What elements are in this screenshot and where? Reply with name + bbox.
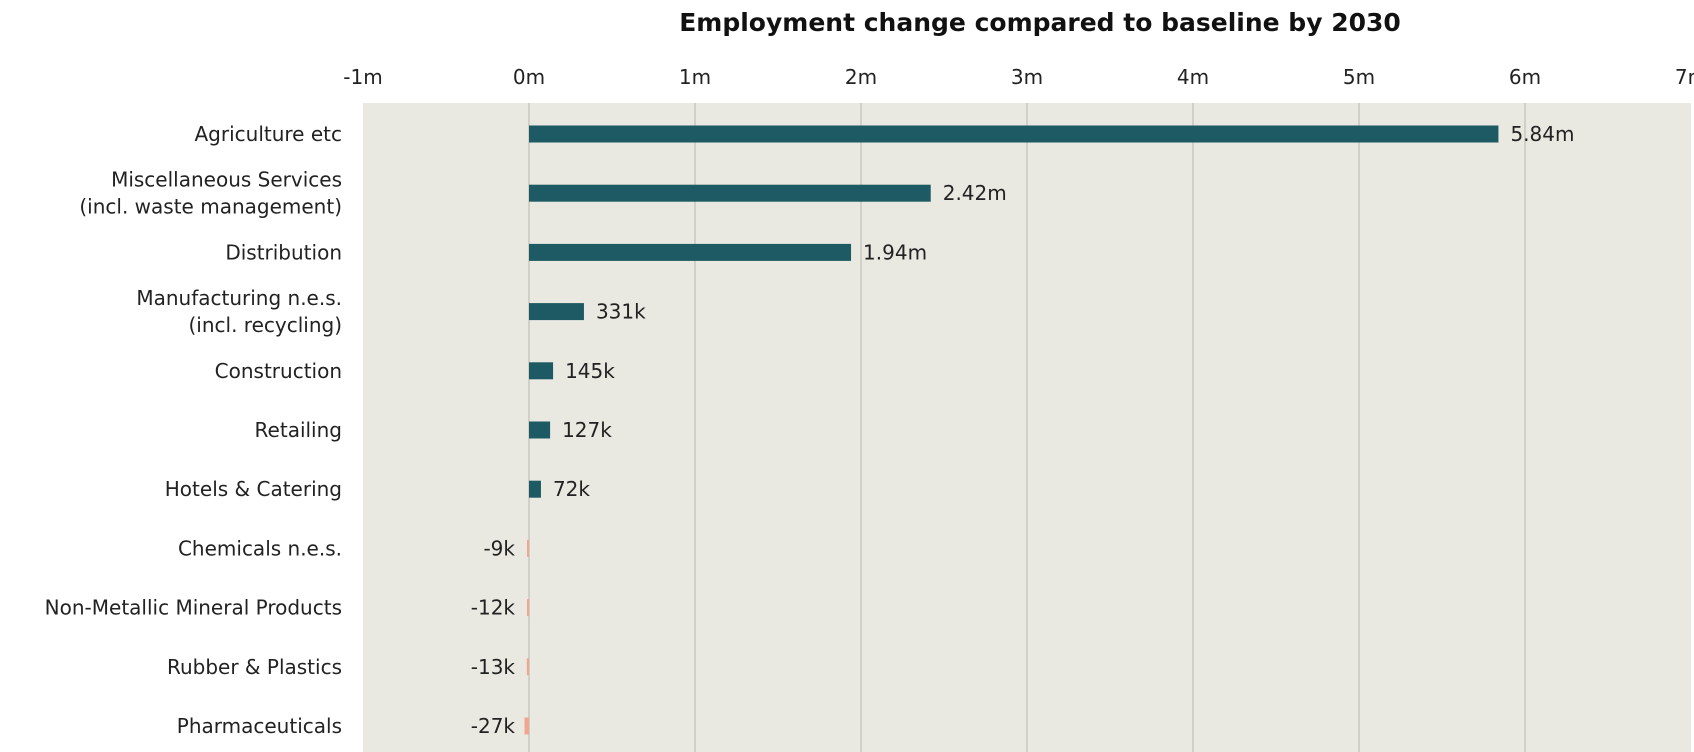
data-label: 145k [565, 359, 615, 383]
data-label: 331k [596, 300, 646, 324]
x-tick-label: 0m [513, 65, 545, 89]
data-label: 72k [553, 477, 590, 501]
bar [527, 539, 529, 557]
category-label: Retailing [255, 418, 342, 442]
bar [524, 717, 529, 735]
gridlines [528, 103, 1526, 752]
category-label: Chemicals n.e.s. [178, 536, 342, 560]
bar [529, 480, 541, 498]
x-tick-label: 2m [845, 65, 877, 89]
data-label: 127k [562, 418, 612, 442]
category-label: Manufacturing n.e.s. [136, 286, 342, 310]
chart-title: Employment change compared to baseline b… [679, 8, 1401, 37]
bar [529, 421, 551, 439]
bar [529, 125, 1499, 143]
bar [527, 599, 529, 617]
x-tick-label: 1m [679, 65, 711, 89]
x-tick-label: 4m [1177, 65, 1209, 89]
data-label: -27k [471, 714, 516, 738]
bar [529, 362, 554, 380]
data-label: -13k [471, 655, 516, 679]
category-label: Pharmaceuticals [177, 714, 342, 738]
data-label: 1.94m [863, 240, 927, 264]
x-tick-label: 3m [1011, 65, 1043, 89]
x-axis-ticks: -1m 0m 1m 2m 3m 4m 5m 6m 7m [343, 65, 1694, 89]
x-tick-label: 5m [1343, 65, 1375, 89]
category-label: Distribution [225, 240, 342, 264]
category-label: Non-Metallic Mineral Products [45, 596, 342, 620]
bar [529, 243, 852, 261]
x-tick-label: -1m [343, 65, 382, 89]
category-label: Agriculture etc [195, 122, 343, 146]
data-label: 5.84m [1510, 122, 1574, 146]
category-label: Rubber & Plastics [167, 655, 342, 679]
data-labels: 5.84m 2.42m 1.94m 331k 145k 127k 72k -9k -12k -13… [471, 122, 1575, 738]
x-tick-label: 6m [1509, 65, 1541, 89]
bar [526, 658, 529, 676]
category-label: (incl. recycling) [188, 313, 342, 337]
category-label: Miscellaneous Services [111, 168, 342, 192]
bars [524, 125, 1499, 735]
category-labels: Agriculture etc Miscellaneous Services (in… [45, 122, 342, 738]
data-label: 2.42m [943, 181, 1007, 205]
data-label: -12k [471, 596, 516, 620]
category-label: (incl. waste management) [79, 195, 342, 219]
bar [529, 303, 584, 321]
category-label: Hotels & Catering [165, 477, 342, 501]
category-label: Construction [215, 359, 342, 383]
data-label: -9k [483, 536, 515, 560]
x-tick-label: 7m [1675, 65, 1694, 89]
bar [529, 184, 931, 202]
